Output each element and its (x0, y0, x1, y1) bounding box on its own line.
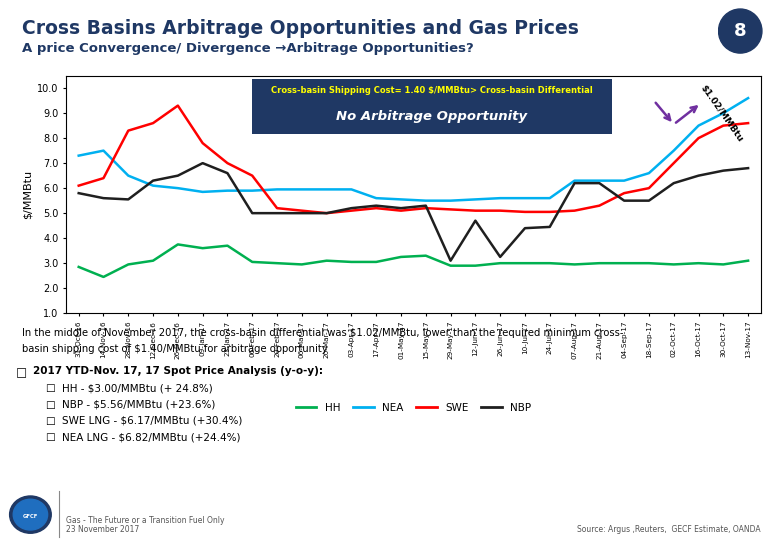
Text: basin shipping cost of $1.40/MMBtu for arbitrage opportunity: basin shipping cost of $1.40/MMBtu for a… (22, 344, 328, 354)
Text: Source: Argus ,Reuters,  GECF Estimate, OANDA: Source: Argus ,Reuters, GECF Estimate, O… (577, 524, 760, 534)
Circle shape (9, 496, 51, 534)
Circle shape (718, 9, 762, 53)
Text: In the middle of November 2017, the cross-basin differential was $1.02/MMBtu, lo: In the middle of November 2017, the cros… (22, 328, 623, 338)
Text: A price Convergence/ Divergence →Arbitrage Opportunities?: A price Convergence/ Divergence →Arbitra… (22, 42, 473, 55)
Legend: HH, NEA, SWE, NBP: HH, NEA, SWE, NBP (292, 399, 535, 417)
Text: HH - $3.00/MMBtu (+ 24.8%): HH - $3.00/MMBtu (+ 24.8%) (62, 383, 213, 394)
Text: □: □ (45, 383, 55, 394)
Text: Gas - The Future or a Transition Fuel Only: Gas - The Future or a Transition Fuel On… (66, 516, 225, 525)
Text: GFCF: GFCF (23, 514, 38, 519)
Circle shape (13, 499, 48, 530)
Text: □: □ (45, 416, 55, 426)
Text: Cross Basins Arbitrage Opportunities and Gas Prices: Cross Basins Arbitrage Opportunities and… (22, 19, 579, 38)
Text: 8: 8 (734, 22, 746, 40)
Text: $1.02/MMBtu: $1.02/MMBtu (699, 84, 744, 144)
Text: □: □ (45, 400, 55, 410)
Text: □: □ (45, 432, 55, 442)
Text: 23 November 2017: 23 November 2017 (66, 524, 140, 534)
Text: NBP - $5.56/MMBtu (+23.6%): NBP - $5.56/MMBtu (+23.6%) (62, 400, 216, 410)
Text: □: □ (16, 366, 27, 379)
Text: SWE LNG - $6.17/MMBtu (+30.4%): SWE LNG - $6.17/MMBtu (+30.4%) (62, 416, 243, 426)
Y-axis label: $/MMBtu: $/MMBtu (23, 170, 33, 219)
Text: No Arbitrage Opportunity: No Arbitrage Opportunity (336, 110, 527, 123)
FancyBboxPatch shape (252, 79, 612, 134)
Text: Cross-basin Shipping Cost= 1.40 $/MMBtu> Cross-basin Differential: Cross-basin Shipping Cost= 1.40 $/MMBtu>… (271, 86, 593, 95)
Text: NEA LNG - $6.82/MMBtu (+24.4%): NEA LNG - $6.82/MMBtu (+24.4%) (62, 432, 241, 442)
Text: 2017 YTD-Nov. 17, 17 Spot Price Analysis (y-o-y):: 2017 YTD-Nov. 17, 17 Spot Price Analysis… (33, 366, 323, 376)
